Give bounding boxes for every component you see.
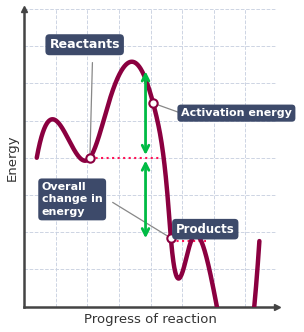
X-axis label: Progress of reaction: Progress of reaction: [84, 313, 217, 326]
Text: Activation energy: Activation energy: [181, 108, 292, 118]
Text: Reactants: Reactants: [50, 38, 120, 51]
Y-axis label: Energy: Energy: [5, 134, 19, 181]
Text: Products: Products: [176, 223, 235, 236]
Text: Overall
change in
energy: Overall change in energy: [42, 182, 102, 217]
